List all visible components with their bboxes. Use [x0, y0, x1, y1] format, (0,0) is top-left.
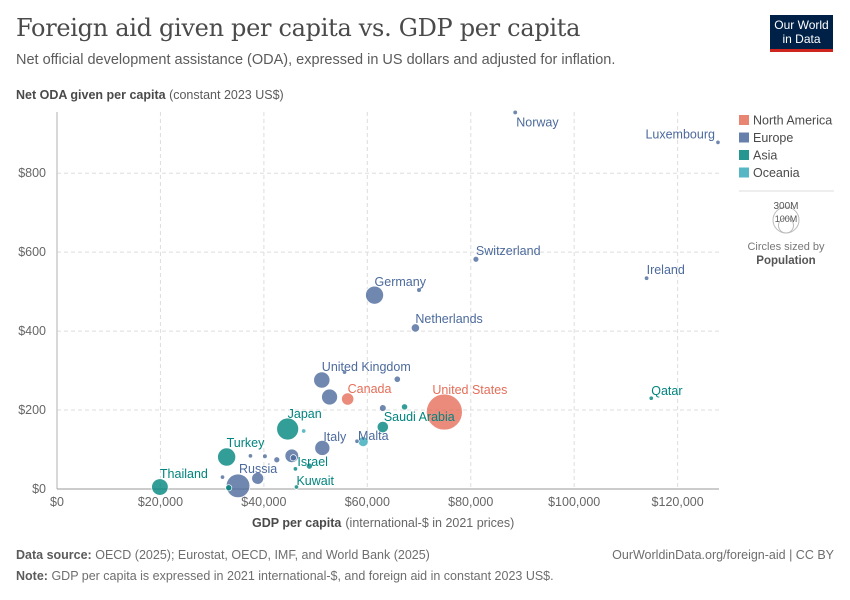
legend-swatch: [739, 115, 749, 125]
x-tick-label: $0: [50, 495, 64, 509]
owid-logo[interactable]: Our World in Data: [770, 15, 833, 52]
data-point[interactable]: [219, 474, 226, 480]
data-point[interactable]: [292, 466, 298, 472]
x-tick-label: $80,000: [448, 495, 493, 509]
data-point-italy[interactable]: [314, 440, 331, 456]
data-point[interactable]: [273, 456, 281, 464]
x-tick-label: $120,000: [652, 495, 704, 509]
note-text: GDP per capita is expressed in 2021 inte…: [51, 569, 554, 583]
y-axis-label: Net ODA given per capita (constant 2023 …: [16, 88, 284, 102]
y-tick-label: $400: [18, 324, 46, 338]
data-point-norway[interactable]: [512, 109, 518, 116]
point-label: Japan: [288, 407, 322, 421]
x-axis-label-bold: GDP per capita: [252, 516, 342, 530]
data-point-united-kingdom[interactable]: [313, 371, 331, 389]
data-point-kuwait[interactable]: [293, 484, 300, 490]
data-point[interactable]: [379, 404, 387, 412]
y-tick-label: $800: [18, 166, 46, 180]
legend-item[interactable]: Europe: [753, 131, 793, 145]
x-tick-label: $60,000: [345, 495, 390, 509]
size-legend-variable: Population: [756, 255, 815, 267]
data-point[interactable]: [342, 369, 348, 375]
data-point[interactable]: [247, 453, 253, 459]
data-source: Data source: OECD (2025); Eurostat, OECD…: [16, 548, 430, 562]
point-label: Malta: [358, 429, 389, 443]
x-tick-label: $100,000: [548, 495, 600, 509]
legend-swatch: [739, 167, 749, 178]
point-label: Switzerland: [476, 244, 541, 258]
point-label: Kuwait: [296, 474, 334, 488]
y-tick-label: $200: [18, 403, 46, 417]
point-label: Italy: [323, 430, 347, 444]
data-point[interactable]: [416, 287, 422, 293]
data-point-israel[interactable]: [305, 462, 313, 470]
point-label: United Kingdom: [322, 360, 411, 374]
size-legend-small: 100M: [775, 214, 798, 224]
y-tick-label: $600: [18, 245, 46, 259]
data-point[interactable]: [225, 484, 233, 492]
size-legend-caption: Circles sized by: [747, 241, 825, 253]
chart-subtitle: Net official development assistance (ODA…: [16, 52, 616, 68]
point-label: Ireland: [647, 263, 685, 277]
data-point[interactable]: [251, 472, 265, 485]
point-label: Qatar: [651, 384, 682, 398]
logo-line: Our World: [774, 18, 829, 32]
data-point-thailand[interactable]: [151, 478, 169, 496]
y-axis-label-bold: Net ODA given per capita: [16, 88, 166, 102]
data-point-canada[interactable]: [341, 392, 355, 406]
x-tick-label: $20,000: [138, 495, 183, 509]
point-label: Germany: [375, 275, 427, 289]
data-point[interactable]: [289, 454, 297, 462]
point-label: Russia: [239, 462, 277, 476]
data-point-united-states[interactable]: [426, 393, 463, 431]
data-point-ireland[interactable]: [644, 275, 650, 281]
logo-line: in Data: [782, 32, 821, 46]
data-point-malta[interactable]: [354, 438, 360, 444]
source-text: OECD (2025); Eurostat, OECD, IMF, and Wo…: [95, 548, 430, 562]
data-point-turkey[interactable]: [217, 447, 237, 467]
y-tick-label: $0: [32, 482, 46, 496]
url-license[interactable]: OurWorldinData.org/foreign-aid | CC BY: [612, 548, 834, 562]
point-label: Saudi Arabia: [384, 410, 455, 424]
source-label: Data source:: [16, 548, 92, 562]
data-point-luxembourg[interactable]: [715, 139, 721, 145]
data-point[interactable]: [401, 403, 409, 411]
point-label: Turkey: [227, 436, 265, 450]
chart-title: Foreign aid given per capita vs. GDP per…: [16, 14, 581, 42]
x-tick-label: $40,000: [241, 495, 286, 509]
legend-item[interactable]: Asia: [753, 149, 777, 163]
legend-item[interactable]: North America: [753, 114, 832, 128]
data-point-netherlands[interactable]: [410, 323, 420, 333]
data-point[interactable]: [393, 375, 401, 383]
data-point[interactable]: [262, 453, 268, 459]
data-point[interactable]: [301, 428, 307, 434]
legend-swatch: [739, 150, 749, 160]
size-legend-big: 300M: [773, 201, 798, 212]
chart-note: Note: GDP per capita is expressed in 202…: [16, 569, 554, 583]
x-axis-label-unit: (international-$ in 2021 prices): [345, 516, 514, 530]
data-point[interactable]: [321, 388, 338, 406]
x-axis-label: GDP per capita (international-$ in 2021 p…: [252, 516, 514, 530]
data-point-germany[interactable]: [365, 285, 384, 305]
point-label: Norway: [516, 115, 559, 129]
data-point-saudi-arabia[interactable]: [376, 421, 389, 434]
point-label: United States: [432, 383, 507, 397]
legend-item[interactable]: Oceania: [753, 166, 800, 180]
data-point-switzerland[interactable]: [472, 255, 480, 263]
point-label: Luxembourg: [645, 127, 715, 141]
legend-swatch: [739, 132, 749, 143]
point-label: Netherlands: [415, 312, 482, 326]
data-point-japan[interactable]: [276, 417, 299, 441]
point-label: Thailand: [160, 467, 208, 481]
point-label: Israel: [297, 455, 328, 469]
y-axis-label-unit: (constant 2023 US$): [169, 88, 284, 102]
size-legend-small-circle: [778, 217, 794, 234]
data-point-qatar[interactable]: [648, 395, 654, 401]
note-label: Note:: [16, 569, 48, 583]
point-label: Canada: [348, 382, 392, 396]
